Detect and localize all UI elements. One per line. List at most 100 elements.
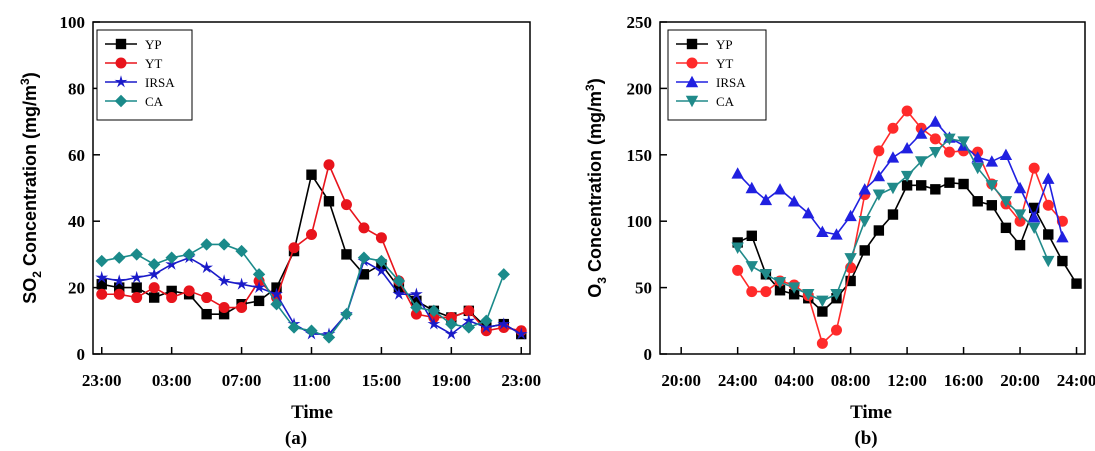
b-point-irsa (745, 181, 758, 194)
b-point-yt (760, 286, 772, 298)
panel-a-ylabel-part: ) (20, 72, 40, 78)
a-series-line-yt (101, 162, 522, 332)
a-point-ca (357, 251, 371, 264)
panel-b-ylabel-part: ) (585, 78, 605, 84)
b-point-ca (929, 146, 942, 159)
b-legend-marker-ca (685, 95, 699, 108)
a-point-irsa (200, 261, 213, 274)
panel-b-x-tick-labels: 20:00 24:00 04:00 08:00 12:00 16:00 20:00 24:00 (661, 371, 1095, 390)
panel-a-x-tick-labels: 23:00 03:00 07:00 11:00 15:00 19:00 23:00 (82, 371, 541, 390)
b-point-yt (1028, 162, 1040, 174)
a-point-yt (323, 159, 335, 171)
a-point-irsa (375, 264, 388, 277)
panel-a-y-axis-title: SO2 Concentration (mg/m3) (18, 72, 44, 303)
a-legend-label-yt: YT (145, 56, 162, 71)
a-point-yt (463, 305, 475, 317)
a-point-yp (253, 295, 265, 307)
a-point-irsa (217, 274, 231, 287)
a-point-yt (358, 222, 370, 234)
a-point-yt (96, 288, 108, 300)
b-point-irsa (900, 141, 914, 154)
panel-b-ylabel-part: O (585, 284, 605, 298)
a-x-tick-label: 11:00 (292, 371, 331, 390)
a-series-yt (96, 159, 527, 337)
a-point-yt (131, 292, 143, 304)
b-point-yp (1014, 239, 1026, 251)
a-point-ca (113, 251, 126, 264)
a-point-ca (462, 321, 476, 334)
b-legend-label-yp: YP (716, 37, 733, 52)
a-point-irsa (427, 317, 441, 330)
a-point-yp (131, 282, 142, 293)
b-point-ca (886, 182, 900, 195)
b-point-ca (858, 216, 871, 228)
b-point-yt (1042, 199, 1054, 211)
a-point-ca (497, 268, 510, 281)
a-x-tick-label: 19:00 (432, 371, 472, 390)
b-point-irsa (759, 193, 773, 206)
b-point-yp (873, 225, 885, 236)
a-point-yt (148, 282, 160, 294)
a-point-ca (200, 238, 213, 251)
a-point-yp (166, 285, 177, 297)
a-point-yp (358, 269, 370, 280)
a-point-yt (288, 242, 300, 254)
b-point-ca (971, 162, 984, 175)
b-y-tick-label: 200 (627, 79, 653, 98)
b-point-yp (774, 285, 786, 296)
b-series-line-yt (736, 109, 1064, 345)
b-point-yt (943, 146, 955, 158)
b-x-tick-label: 08:00 (831, 371, 871, 390)
a-point-ca (252, 268, 266, 281)
a-legend-label-irsa: IRSA (145, 75, 175, 90)
b-point-yp (817, 306, 828, 317)
a-series-ca (95, 238, 510, 344)
a-y-tick-label: 0 (77, 345, 86, 364)
b-point-yp (1071, 278, 1082, 289)
b-point-irsa (1027, 211, 1041, 223)
a-point-ca (95, 254, 108, 268)
panel-b: 0 50 100 150 200 250 20:00 24:00 04:00 08:00 12:0… (583, 13, 1095, 449)
b-point-irsa (999, 148, 1013, 160)
b-point-yp (944, 177, 955, 188)
b-point-yp (746, 230, 757, 242)
b-y-tick-label: 250 (627, 13, 653, 32)
a-series-line-yp (101, 172, 522, 335)
b-point-ca (872, 189, 886, 201)
a-point-yt (236, 302, 248, 314)
panel-a-ylabel-part: Concentration (mg/m (20, 85, 40, 271)
b-point-ca (1013, 209, 1027, 221)
b-point-ca (731, 242, 744, 254)
b-point-irsa (816, 225, 829, 238)
panel-b-y-tick-labels: 0 50 100 150 200 250 (627, 13, 653, 364)
a-x-tick-label: 23:00 (501, 371, 541, 390)
b-legend-label-irsa: IRSA (716, 75, 746, 90)
b-point-yp (887, 209, 899, 220)
panel-b-ylabel-part: Concentration (mg/m (585, 91, 605, 277)
b-legend-marker-irsa (685, 75, 699, 88)
a-point-irsa (95, 270, 109, 284)
a-point-irsa (410, 287, 423, 300)
b-point-yp (986, 200, 998, 211)
a-legend-marker-irsa (114, 75, 128, 88)
b-point-yp (916, 180, 927, 191)
a-point-yp (201, 308, 212, 320)
a-point-ca (235, 244, 248, 258)
b-point-yp (1057, 255, 1068, 267)
a-legend-marker-yp (115, 38, 127, 50)
b-point-irsa (886, 151, 900, 163)
a-point-ca (182, 248, 196, 261)
a-point-yt (218, 302, 230, 314)
panel-b-ylabel-sup: 3 (583, 84, 597, 91)
b-point-yt (732, 264, 744, 276)
b-point-ca (773, 277, 787, 289)
a-point-yp (148, 292, 160, 303)
b-point-yp (1043, 229, 1054, 240)
panel-a-panel-label: (a) (285, 428, 307, 449)
b-point-ca (915, 156, 928, 168)
a-x-tick-label: 23:00 (82, 371, 122, 390)
b-point-ca (943, 133, 956, 146)
a-point-ca (392, 274, 406, 288)
a-x-tick-label: 15:00 (362, 371, 402, 390)
b-point-irsa (731, 167, 744, 179)
